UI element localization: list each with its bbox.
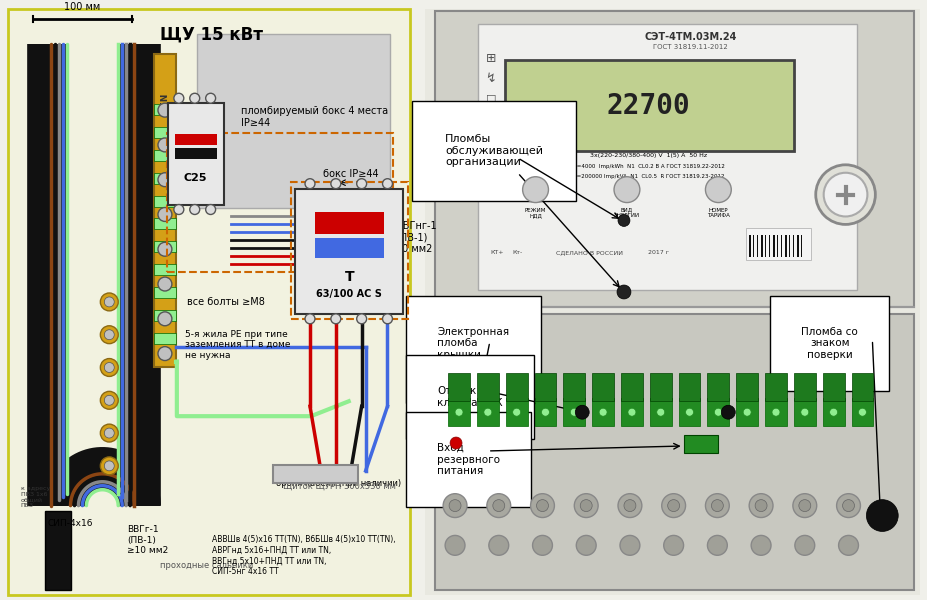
Circle shape [173, 93, 184, 103]
Text: □: □ [485, 93, 496, 103]
Bar [505, 398, 527, 426]
Bar [706, 373, 729, 401]
Circle shape [823, 173, 867, 217]
Circle shape [748, 494, 772, 518]
Bar [154, 150, 175, 161]
Bar [851, 373, 872, 401]
Bar [448, 398, 469, 426]
Text: 5-я жила РЕ при типе
заземления ТТ в доме
не нужна: 5-я жила РЕ при типе заземления ТТ в дом… [184, 330, 290, 359]
Bar [154, 310, 175, 321]
Circle shape [857, 408, 866, 416]
Circle shape [450, 437, 462, 449]
Circle shape [711, 500, 722, 512]
Text: Оттиск
клейма ОТК: Оттиск клейма ОТК [437, 386, 502, 408]
Bar [563, 373, 585, 401]
Bar [154, 53, 175, 367]
Bar [44, 511, 70, 590]
Text: ВВГг-1
(ПВ-1)
≥10 мм2: ВВГг-1 (ПВ-1) ≥10 мм2 [127, 526, 168, 555]
Circle shape [100, 326, 118, 344]
FancyBboxPatch shape [425, 9, 919, 595]
Text: проходные сальники: проходные сальники [159, 561, 253, 570]
Circle shape [454, 408, 463, 416]
Text: Электронная
пломба
крышки
зажимов: Электронная пломба крышки зажимов [437, 327, 509, 371]
Bar [764, 373, 786, 401]
Circle shape [755, 500, 767, 512]
Circle shape [158, 347, 171, 361]
Circle shape [173, 205, 184, 214]
Circle shape [667, 500, 679, 512]
Text: ЩУ 15 кВт: ЩУ 15 кВт [160, 26, 263, 44]
Text: все болты ≥М8: все болты ≥М8 [186, 297, 264, 307]
Bar [793, 398, 815, 426]
Circle shape [492, 500, 504, 512]
Circle shape [619, 535, 640, 555]
Circle shape [487, 494, 510, 518]
Text: РЕЖИМ
НДД: РЕЖИМ НДД [525, 208, 546, 218]
Text: КТ+: КТ+ [489, 250, 503, 255]
Circle shape [720, 405, 734, 419]
Circle shape [104, 297, 114, 307]
FancyBboxPatch shape [8, 9, 410, 595]
Text: ↯: ↯ [485, 72, 496, 85]
FancyBboxPatch shape [273, 465, 357, 483]
Text: A=4000  Imp/kWh  N1  CL0.2 В А ГОСТ 31819.22-2012: A=4000 Imp/kWh N1 CL0.2 В А ГОСТ 31819.2… [572, 164, 724, 169]
Circle shape [656, 408, 664, 416]
Circle shape [100, 457, 118, 475]
Bar [683, 435, 717, 453]
Circle shape [104, 461, 114, 471]
Bar [591, 373, 614, 401]
Bar [649, 373, 671, 401]
Circle shape [829, 408, 837, 416]
Bar [851, 398, 872, 426]
Circle shape [616, 285, 630, 299]
Circle shape [483, 408, 491, 416]
FancyBboxPatch shape [295, 188, 403, 314]
FancyBboxPatch shape [435, 314, 913, 590]
Bar [649, 398, 671, 426]
Circle shape [530, 494, 553, 518]
Bar [174, 148, 216, 159]
Bar [706, 398, 729, 426]
Text: 2017 г: 2017 г [647, 250, 668, 255]
Text: к адресу
ПВЗ 1х6
общий
ПВЗ: к адресу ПВЗ 1х6 общий ПВЗ [20, 486, 50, 508]
Bar [154, 264, 175, 275]
Circle shape [331, 179, 340, 188]
Circle shape [623, 500, 635, 512]
Circle shape [743, 408, 750, 416]
Circle shape [792, 494, 816, 518]
Bar [745, 229, 810, 260]
Bar [154, 333, 175, 344]
Text: Щиток ЩУРН 300х530 мм: Щиток ЩУРН 300х530 мм [282, 482, 395, 491]
Bar [154, 127, 175, 138]
Bar [174, 134, 216, 145]
Circle shape [575, 405, 589, 419]
Bar [448, 373, 469, 401]
Bar [784, 235, 786, 257]
Circle shape [305, 179, 314, 188]
Circle shape [100, 391, 118, 409]
FancyBboxPatch shape [477, 24, 857, 290]
Circle shape [100, 293, 118, 311]
Bar [822, 398, 844, 426]
Circle shape [579, 500, 591, 512]
Bar [760, 235, 762, 257]
Circle shape [445, 535, 464, 555]
Bar [154, 173, 175, 184]
Circle shape [100, 359, 118, 376]
Bar [796, 235, 798, 257]
Circle shape [617, 494, 641, 518]
Circle shape [512, 408, 520, 416]
Text: ГОСТ 31819.11-2012: ГОСТ 31819.11-2012 [653, 44, 727, 50]
FancyBboxPatch shape [504, 61, 793, 151]
Circle shape [617, 214, 629, 226]
Circle shape [794, 535, 814, 555]
Circle shape [714, 408, 721, 416]
Text: 3х(220-230/380-400) V  1(5) A  50 Hz: 3х(220-230/380-400) V 1(5) A 50 Hz [590, 154, 706, 158]
Circle shape [705, 177, 730, 203]
Circle shape [570, 408, 578, 416]
Bar [620, 398, 642, 426]
Bar [505, 373, 527, 401]
Bar [314, 212, 383, 235]
Circle shape [800, 408, 808, 416]
Circle shape [706, 535, 727, 555]
